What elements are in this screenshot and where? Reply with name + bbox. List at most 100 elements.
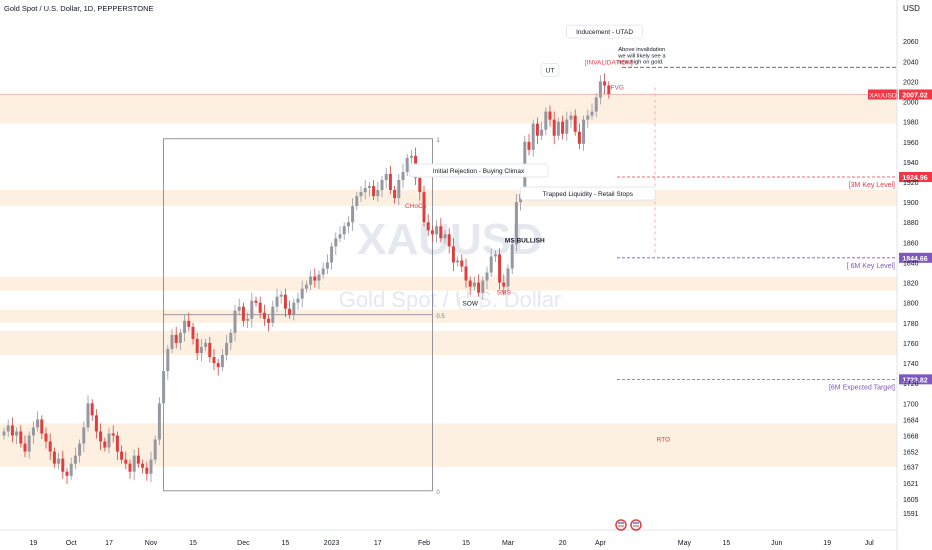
candle-body bbox=[187, 320, 191, 327]
y-tick-label: 2040 bbox=[903, 59, 919, 66]
candle bbox=[472, 276, 476, 291]
candle-body bbox=[65, 471, 69, 476]
utad-2-box bbox=[540, 62, 560, 77]
candle bbox=[409, 149, 413, 164]
candle-body bbox=[401, 171, 405, 180]
candle-body bbox=[531, 123, 535, 150]
candle bbox=[52, 447, 56, 468]
candle bbox=[498, 248, 502, 290]
candle bbox=[296, 292, 300, 310]
candle bbox=[376, 182, 380, 202]
candle bbox=[279, 290, 283, 304]
candle-body bbox=[485, 272, 489, 281]
candle bbox=[246, 312, 250, 328]
candle-body bbox=[52, 451, 56, 464]
candle-body bbox=[44, 433, 48, 442]
candle bbox=[304, 280, 308, 293]
candle bbox=[61, 450, 65, 479]
levels-layer[interactable]: [3M Key Level] 1924.96 [ 6M Key Level] 1844… bbox=[0, 66, 932, 391]
candle-body bbox=[296, 298, 300, 303]
candle-body bbox=[162, 371, 166, 404]
candle bbox=[443, 230, 447, 244]
candle-body bbox=[275, 296, 279, 307]
demand-zone-mid-1 bbox=[0, 276, 897, 291]
candle bbox=[271, 300, 275, 327]
candle-body bbox=[380, 179, 384, 191]
currency-label: USD bbox=[903, 4, 920, 13]
y-tick-label: 1840 bbox=[903, 260, 919, 267]
candle-body bbox=[128, 463, 132, 472]
fib-mid: 0.5 bbox=[436, 314, 445, 320]
candle bbox=[157, 397, 161, 446]
above-invalidation-2: we will likely see a bbox=[617, 53, 666, 59]
candle-body bbox=[342, 226, 346, 235]
candle bbox=[107, 427, 111, 454]
candle-body bbox=[418, 177, 422, 193]
candle-body bbox=[241, 306, 245, 321]
candle bbox=[598, 75, 602, 105]
candle bbox=[422, 186, 426, 227]
6m-key-level-price-tag bbox=[899, 252, 932, 263]
candle-body bbox=[57, 458, 61, 464]
candle-body bbox=[540, 129, 544, 136]
fib-box-layer[interactable] bbox=[163, 138, 433, 492]
time-axis[interactable]: 19 Oct 17 Nov 15 Dec 15 2023 17 Feb 15 Mar 20 Apr May 1… bbox=[30, 540, 875, 547]
y-tick-label: 2020 bbox=[903, 79, 919, 86]
6m-expected-target-price-tag bbox=[899, 374, 932, 385]
trapped-liquidity-box bbox=[520, 186, 656, 201]
candle-body bbox=[460, 260, 464, 267]
us-flag-icon[interactable] bbox=[615, 519, 627, 531]
candles-layer bbox=[2, 73, 611, 485]
candle bbox=[594, 93, 598, 118]
candle-body bbox=[607, 85, 611, 95]
candle bbox=[506, 264, 510, 291]
candle bbox=[334, 232, 338, 255]
candle-body bbox=[31, 427, 35, 436]
candle bbox=[317, 270, 321, 290]
candle bbox=[342, 222, 346, 240]
candle-body bbox=[477, 282, 481, 293]
x-tick-label: 2023 bbox=[324, 540, 340, 547]
candle bbox=[69, 457, 73, 480]
candle-body bbox=[510, 244, 514, 269]
price-axis[interactable]: 2060 2040 2020 2000 1980 1960 1940 1920 1900 1880… bbox=[903, 39, 919, 518]
candle-body bbox=[166, 348, 170, 372]
candle-body bbox=[502, 282, 506, 287]
candle bbox=[577, 123, 581, 150]
candle-body bbox=[132, 455, 136, 472]
candle bbox=[451, 238, 455, 272]
y-tick-label: 2000 bbox=[903, 100, 919, 107]
candle-body bbox=[367, 186, 371, 189]
y-tick-label: 1591 bbox=[903, 511, 919, 518]
candle-body bbox=[304, 284, 308, 289]
y-tick-label: 1900 bbox=[903, 200, 919, 207]
y-tick-label: 1800 bbox=[903, 301, 919, 308]
candle bbox=[115, 431, 119, 461]
y-tick-label: 1920 bbox=[903, 180, 919, 187]
y-tick-label: 1652 bbox=[903, 450, 919, 457]
candle-body bbox=[40, 419, 44, 434]
candle-body bbox=[565, 119, 569, 134]
candle-body bbox=[61, 458, 65, 472]
chart-title: Gold Spot / U.S. Dollar, 1D, PEPPERSTONE bbox=[4, 4, 154, 13]
candle bbox=[166, 344, 170, 380]
candle bbox=[23, 435, 27, 458]
candle bbox=[82, 421, 86, 453]
candle bbox=[275, 288, 279, 313]
us-flag-icon-2[interactable] bbox=[630, 519, 642, 531]
candle bbox=[225, 334, 229, 361]
candle-body bbox=[376, 190, 380, 197]
candle bbox=[48, 433, 52, 461]
candle-body bbox=[115, 435, 119, 452]
candle bbox=[548, 105, 552, 127]
candle-body bbox=[254, 300, 258, 303]
candle-body bbox=[157, 403, 161, 440]
candle-body bbox=[439, 226, 443, 239]
y-tick-label: 1740 bbox=[903, 361, 919, 368]
ms-bullish: MS BULLISH bbox=[505, 237, 545, 244]
3m-key-level-price-tag bbox=[899, 172, 932, 183]
y-tick-label: 1820 bbox=[903, 281, 919, 288]
candle-body bbox=[288, 308, 292, 315]
